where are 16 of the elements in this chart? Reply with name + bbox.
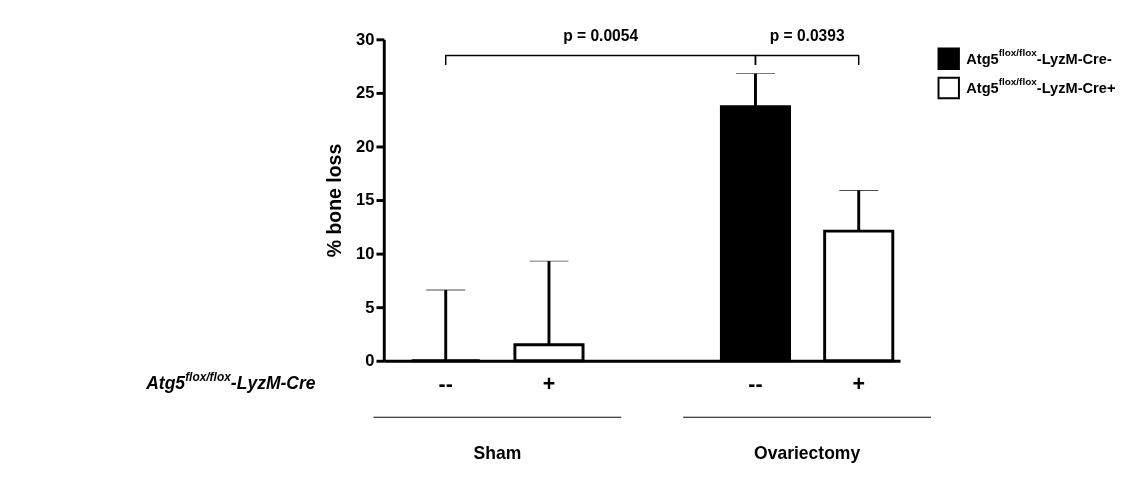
- y-tick-label: 20: [356, 136, 375, 156]
- y-tick-label: 15: [356, 190, 375, 210]
- text: +: [542, 371, 556, 396]
- x-tick-label: Ovariectomy: [754, 443, 861, 464]
- x-tick-label: Sham: [473, 443, 522, 464]
- y-tick-label: 30: [356, 29, 375, 49]
- y-tick-label: 10: [356, 243, 375, 263]
- y-tick-label: 0: [365, 351, 375, 371]
- annotation: p = 0.0393: [769, 26, 845, 44]
- y-tick-label: 25: [356, 83, 375, 103]
- y-axis-title: % bone loss: [322, 143, 345, 258]
- text: --: [748, 371, 763, 396]
- text: --: [438, 371, 453, 396]
- annotation: p = 0.0054: [563, 26, 639, 44]
- y-tick-label: 5: [365, 297, 375, 317]
- text: +: [852, 371, 865, 396]
